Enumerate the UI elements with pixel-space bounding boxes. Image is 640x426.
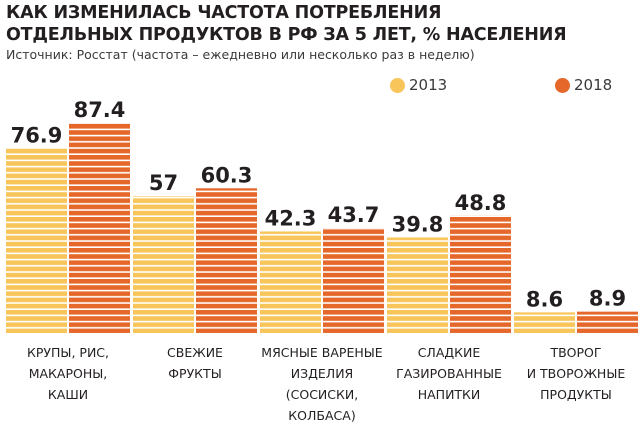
value-label-2018-cat-0: 87.4 bbox=[74, 98, 126, 122]
category-label-3: СЛАДКИЕ ГАЗИРОВАННЫЕ НАПИТКИ bbox=[396, 345, 502, 402]
category-label-4: ТВОРОГ И ТВОРОЖНЫЕ ПРОДУКТЫ bbox=[526, 345, 626, 402]
bars-group bbox=[6, 123, 638, 334]
bar-chart: 76.9 87.4 57 60.3 42.3 43.7 39.8 48.8 8.6 8.9 bbox=[6, 98, 638, 334]
value-label-2018-cat-4: 8.9 bbox=[589, 287, 626, 311]
legend-swatch-2013 bbox=[390, 77, 405, 93]
bar-stripes-2018-cat-4 bbox=[577, 311, 638, 333]
legend-label-2013: 2013 bbox=[409, 76, 448, 94]
chart-title-line-2: ОТДЕЛЬНЫХ ПРОДУКТОВ В РФ ЗА 5 ЛЕТ, % НАС… bbox=[6, 25, 567, 45]
bar-stripes-2013-cat-1 bbox=[133, 196, 194, 333]
bar-stripes-2018-cat-1 bbox=[196, 188, 257, 333]
value-label-2018-cat-1: 60.3 bbox=[201, 163, 253, 187]
legend-swatch-2018 bbox=[555, 77, 570, 93]
bar-stripes-2013-cat-0 bbox=[6, 148, 67, 333]
value-label-2018-cat-2: 43.7 bbox=[328, 203, 380, 227]
legend-item-2013: 2013 bbox=[390, 76, 447, 94]
bar-stripes-2018-cat-2 bbox=[323, 228, 384, 333]
legend: 2013 2018 bbox=[0, 76, 640, 98]
value-labels-group: 76.9 87.4 57 60.3 42.3 43.7 39.8 48.8 8.6 8.9 bbox=[11, 98, 627, 311]
value-label-2018-cat-3: 48.8 bbox=[455, 191, 507, 215]
category-label-2: МЯСНЫЕ ВАРЕНЫЕ ИЗДЕЛИЯ (СОСИСКИ, КОЛБАСА… bbox=[261, 345, 383, 423]
bar-stripes-2013-cat-3 bbox=[387, 237, 448, 333]
value-label-2013-cat-3: 39.8 bbox=[392, 212, 444, 236]
legend-item-2018: 2018 bbox=[555, 76, 612, 94]
bar-stripes-2018-cat-0 bbox=[69, 123, 130, 334]
bar-stripes-2013-cat-2 bbox=[260, 231, 321, 333]
value-label-2013-cat-4: 8.6 bbox=[526, 287, 563, 311]
legend-label-2018: 2018 bbox=[574, 76, 613, 94]
chart-source: Источник: Росстат (частота – ежедневно и… bbox=[6, 47, 475, 62]
value-label-2013-cat-1: 57 bbox=[149, 171, 178, 195]
chart-title: КАК ИЗМЕНИЛАСЬ ЧАСТОТА ПОТРЕБЛЕНИЯ ОТДЕЛ… bbox=[6, 2, 634, 46]
value-label-2013-cat-0: 76.9 bbox=[11, 123, 63, 147]
bar-stripes-2018-cat-3 bbox=[450, 215, 511, 333]
bar-stripes-2013-cat-4 bbox=[514, 312, 575, 333]
chart-title-line-1: КАК ИЗМЕНИЛАСЬ ЧАСТОТА ПОТРЕБЛЕНИЯ bbox=[6, 3, 442, 23]
category-label-1: СВЕЖИЕ ФРУКТЫ bbox=[167, 345, 223, 381]
value-label-2013-cat-2: 42.3 bbox=[265, 206, 317, 230]
category-label-0: КРУПЫ, РИС, МАКАРОНЫ, КАШИ bbox=[27, 345, 109, 402]
